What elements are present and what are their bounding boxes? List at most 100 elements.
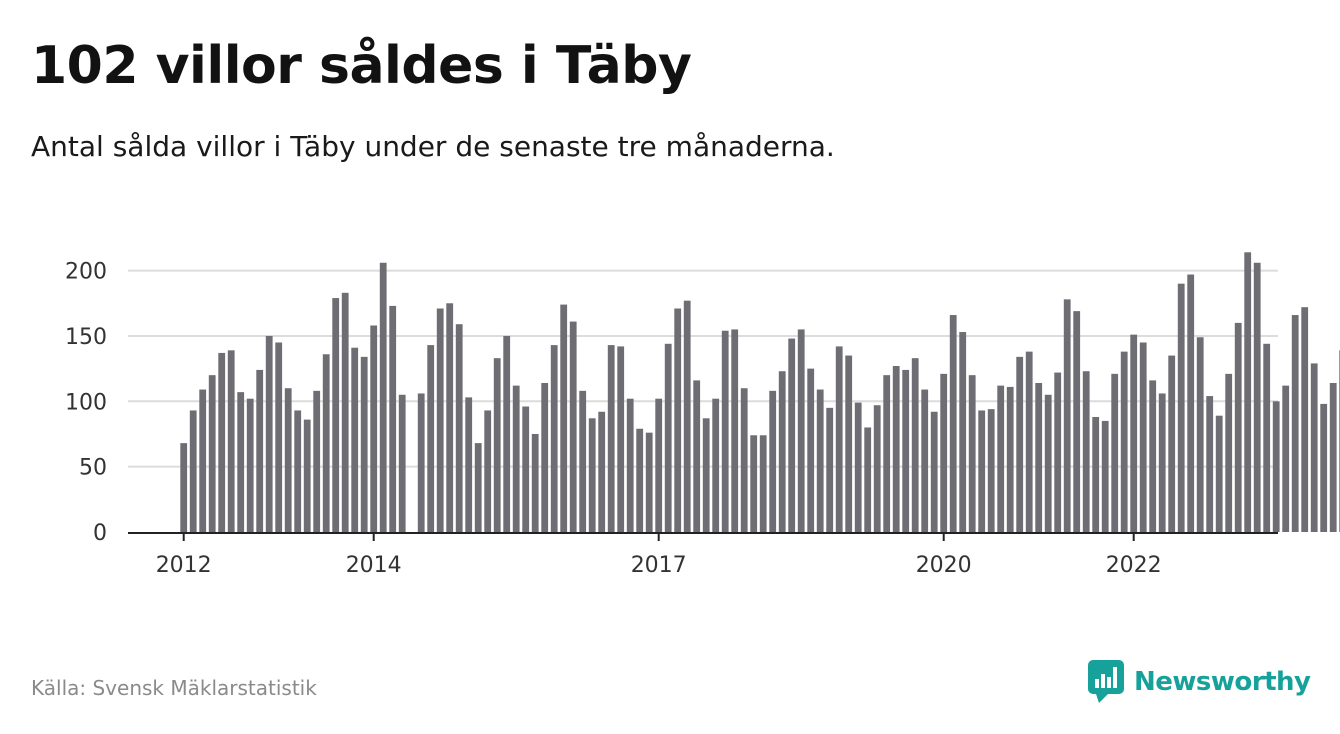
bar bbox=[1082, 371, 1090, 532]
bar bbox=[968, 375, 976, 532]
bar bbox=[199, 389, 207, 532]
bar bbox=[1149, 380, 1157, 532]
bar bbox=[1263, 343, 1271, 532]
bar bbox=[987, 409, 995, 532]
bar bbox=[1092, 416, 1100, 532]
bar bbox=[446, 303, 454, 532]
bar bbox=[1168, 355, 1176, 532]
bar bbox=[1139, 342, 1147, 532]
bar bbox=[417, 393, 425, 532]
bar bbox=[284, 388, 292, 532]
bar bbox=[541, 383, 549, 532]
bar bbox=[778, 371, 786, 532]
y-tick-label: 50 bbox=[79, 456, 107, 481]
bar bbox=[997, 385, 1005, 532]
y-tick-label: 200 bbox=[65, 260, 107, 285]
x-tick-label: 2012 bbox=[156, 553, 212, 578]
bar bbox=[427, 345, 435, 532]
bar bbox=[1044, 394, 1052, 532]
bar bbox=[208, 375, 216, 532]
bar bbox=[902, 369, 910, 532]
bar bbox=[332, 298, 340, 532]
x-tick-label: 2014 bbox=[346, 553, 402, 578]
bar bbox=[294, 410, 302, 532]
bar bbox=[560, 304, 568, 532]
bar bbox=[731, 329, 739, 532]
bar bbox=[693, 380, 701, 532]
bar bbox=[978, 410, 986, 532]
bar bbox=[1206, 396, 1214, 532]
bar bbox=[826, 407, 834, 532]
y-axis-ticks: 0 50 100 150 200 bbox=[65, 260, 107, 546]
bar bbox=[474, 443, 482, 532]
bar bbox=[883, 375, 891, 532]
bar bbox=[389, 305, 397, 532]
bar bbox=[892, 366, 900, 532]
bar bbox=[503, 335, 511, 532]
bar bbox=[360, 356, 368, 532]
bar bbox=[313, 390, 321, 532]
bar bbox=[712, 398, 720, 532]
bar bbox=[237, 392, 245, 532]
bar bbox=[835, 346, 843, 532]
bar bbox=[645, 432, 653, 532]
bar bbox=[617, 346, 625, 532]
bar bbox=[655, 398, 663, 532]
bar bbox=[864, 427, 872, 532]
bar bbox=[1111, 373, 1119, 532]
brand-name: Newsworthy bbox=[1134, 667, 1311, 697]
bar bbox=[721, 330, 729, 532]
bar bbox=[1282, 385, 1290, 532]
bar bbox=[797, 329, 805, 532]
bar bbox=[759, 435, 767, 532]
bar bbox=[1234, 322, 1242, 532]
bar bbox=[1329, 383, 1337, 532]
page-subtitle: Antal sålda villor i Täby under de senas… bbox=[31, 130, 835, 163]
bar bbox=[769, 390, 777, 532]
bar bbox=[1073, 311, 1081, 532]
bar bbox=[588, 418, 596, 532]
bar bbox=[854, 402, 862, 532]
bar bbox=[930, 411, 938, 532]
bar bbox=[1301, 307, 1309, 532]
x-tick-label: 2022 bbox=[1106, 553, 1162, 578]
bar bbox=[370, 325, 378, 532]
bar bbox=[484, 410, 492, 532]
bar bbox=[398, 394, 406, 532]
bar bbox=[512, 385, 520, 532]
bar bbox=[1291, 315, 1299, 532]
bar bbox=[465, 397, 473, 532]
bar bbox=[1272, 401, 1280, 532]
bar bbox=[1120, 351, 1128, 532]
bar bbox=[1196, 337, 1204, 532]
bar bbox=[1244, 252, 1252, 533]
x-tick-label: 2017 bbox=[631, 553, 687, 578]
bar bbox=[1016, 356, 1024, 532]
bar bbox=[379, 262, 387, 532]
bar bbox=[1130, 334, 1138, 532]
bar bbox=[455, 324, 463, 532]
bar bbox=[807, 368, 815, 533]
bar bbox=[845, 355, 853, 532]
bar bbox=[1101, 420, 1109, 532]
bar bbox=[940, 373, 948, 532]
bar bbox=[750, 435, 758, 532]
bar bbox=[246, 398, 254, 532]
bar bbox=[218, 352, 226, 532]
bar bbox=[522, 406, 530, 532]
bar bbox=[607, 345, 615, 532]
bar bbox=[1215, 415, 1223, 532]
bar bbox=[873, 405, 881, 532]
bar bbox=[569, 321, 577, 532]
newsworthy-logo-icon bbox=[1088, 660, 1124, 703]
bar bbox=[664, 343, 672, 532]
bar bbox=[1177, 283, 1185, 532]
bar bbox=[816, 389, 824, 532]
brand-logo[interactable]: Newsworthy bbox=[1088, 660, 1311, 704]
bar bbox=[322, 354, 330, 532]
bar bbox=[189, 410, 197, 532]
bar bbox=[493, 358, 501, 532]
bar bbox=[636, 428, 644, 532]
y-tick-label: 100 bbox=[65, 390, 107, 415]
